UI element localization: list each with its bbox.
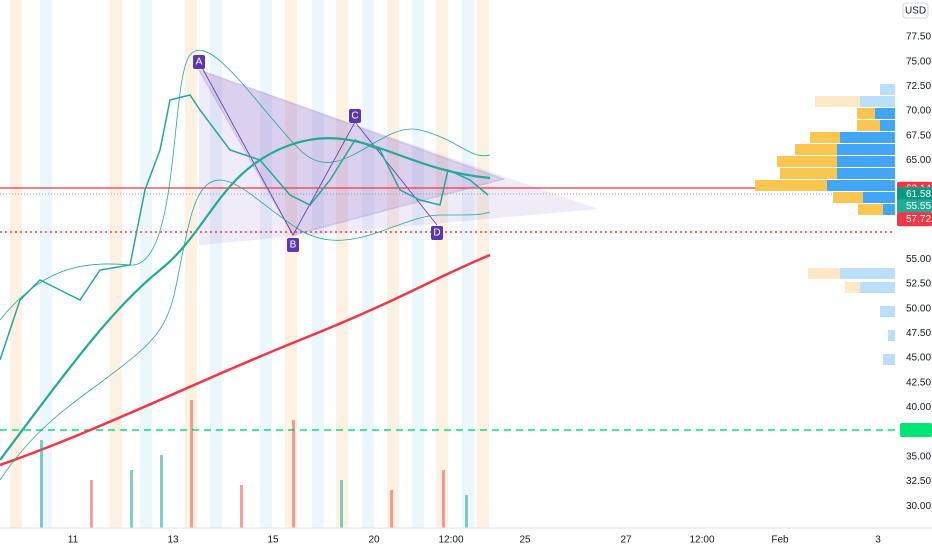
price-tick-label: 65.00 bbox=[906, 155, 931, 166]
ma-mid bbox=[0, 136, 491, 461]
ma-long bbox=[0, 253, 491, 467]
price-tag-label: 55.55 bbox=[906, 201, 931, 212]
session-bands bbox=[10, 0, 489, 528]
price-tag bbox=[897, 212, 932, 227]
green-tag bbox=[900, 423, 932, 437]
price-tick-label: 77.50 bbox=[906, 32, 931, 43]
price-tick-label: 50.00 bbox=[906, 303, 931, 314]
time-label: 13 bbox=[167, 535, 179, 546]
price-tick-label: 67.50 bbox=[906, 130, 931, 141]
bollinger-lower bbox=[0, 179, 491, 481]
price-tag-label: 61.58 bbox=[906, 189, 931, 200]
time-label: 20 bbox=[368, 535, 380, 546]
price-tick-label: 42.50 bbox=[906, 377, 931, 388]
price-tick-label: 75.00 bbox=[906, 56, 931, 67]
price-tick-label: 70.00 bbox=[906, 106, 931, 117]
pattern-point bbox=[193, 55, 205, 69]
price-path bbox=[0, 94, 489, 361]
pattern-point-label: A bbox=[196, 57, 203, 68]
bollinger-upper bbox=[0, 49, 491, 321]
price-tick-label: 72.50 bbox=[906, 81, 931, 92]
volume-profile bbox=[755, 84, 895, 365]
time-label: 12:00 bbox=[689, 535, 714, 546]
time-label: 11 bbox=[68, 535, 79, 546]
time-label: 12:00 bbox=[438, 535, 463, 546]
time-label: 27 bbox=[620, 535, 632, 546]
time-label: Feb bbox=[771, 535, 789, 546]
time-label: 15 bbox=[267, 535, 279, 546]
currency-badge bbox=[902, 2, 929, 19]
pattern-extension bbox=[199, 70, 598, 245]
price-tick-label: 30.00 bbox=[906, 501, 931, 512]
pattern-point bbox=[287, 238, 299, 252]
pattern-point bbox=[431, 226, 443, 240]
price-tick-label: 32.50 bbox=[906, 476, 931, 487]
price-tick-label: 47.50 bbox=[906, 328, 931, 339]
price-tick-label: 35.00 bbox=[906, 452, 931, 463]
pattern-point-label: D bbox=[433, 228, 440, 239]
time-label: 25 bbox=[519, 535, 531, 546]
time-label: 3 bbox=[875, 535, 881, 546]
price-tick-label: 40.00 bbox=[906, 402, 931, 413]
pattern-point-label: C bbox=[351, 111, 358, 122]
currency-label: USD bbox=[905, 6, 926, 17]
price-tag-label: 57.72 bbox=[906, 214, 931, 225]
pattern-point bbox=[349, 109, 361, 123]
pattern-path bbox=[198, 61, 438, 236]
price-tag bbox=[897, 187, 932, 202]
price-tick-label: 52.50 bbox=[906, 279, 931, 290]
price-tick-label: 55.00 bbox=[906, 254, 931, 265]
volume-bars bbox=[40, 400, 468, 528]
price-tag bbox=[897, 199, 932, 214]
price-tick-label: 45.00 bbox=[906, 353, 931, 364]
pattern-point-label: B bbox=[290, 240, 297, 251]
